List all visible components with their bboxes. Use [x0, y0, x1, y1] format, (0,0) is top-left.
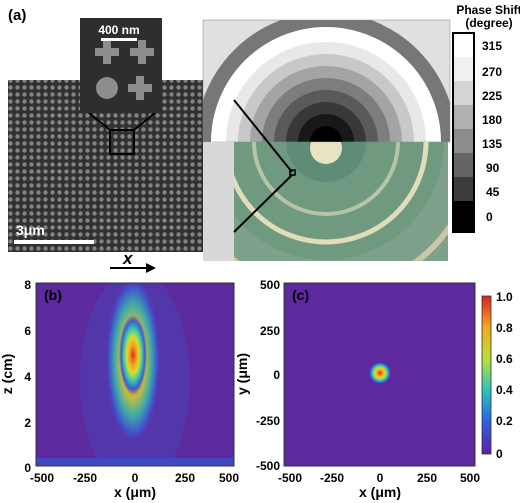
c-ytick-250: 250	[260, 324, 280, 338]
cbar-tick-04: 0.4	[496, 383, 513, 397]
inset-scale-label: 400 nm	[98, 23, 139, 37]
b-ytick-8: 8	[24, 278, 31, 292]
c-ytick-m500: -500	[256, 459, 280, 473]
intensity-colorbar	[481, 295, 492, 455]
c-xtick-500: 500	[460, 471, 480, 485]
cbar-tick-1: 1.0	[496, 290, 513, 304]
b-xtick-m250: -250	[73, 471, 97, 485]
c-xtick-m500: -500	[278, 471, 302, 485]
cbar-tick-06: 0.6	[496, 352, 513, 366]
phase-colorbar-title-2: (degree)	[465, 16, 512, 30]
panel-c: (c) 500 250 0 -250 -500 -500 -250 0 250 …	[234, 278, 513, 500]
phase-map	[203, 20, 450, 142]
panel-a-label: (a)	[8, 7, 26, 24]
panel-b: (b) 0 2 4 6 8 -500 -250 0 250 500 x (μm)…	[0, 278, 239, 500]
phase-colorbar-title-1: Phase Shift	[456, 3, 520, 17]
phase-tick-90: 90	[486, 161, 500, 175]
simulated-phase-map	[234, 142, 448, 261]
phase-tick-315: 315	[482, 39, 502, 53]
c-xtick-0: 0	[377, 471, 384, 485]
c-xtick-m250: -250	[320, 471, 344, 485]
b-ytick-0: 0	[24, 461, 31, 475]
phase-tick-0: 0	[486, 210, 493, 224]
main-scale-label: 3μm	[16, 222, 45, 238]
panel-b-label: (b)	[44, 287, 62, 303]
c-ytick-500: 500	[260, 278, 280, 292]
b-xtick-m500: -500	[30, 471, 54, 485]
b-ytick-6: 6	[24, 324, 31, 338]
focal-spot	[369, 362, 391, 384]
b-xlabel: x (μm)	[114, 484, 156, 500]
phase-tick-135: 135	[482, 137, 502, 151]
phase-tick-270: 270	[482, 65, 502, 79]
cbar-tick-0: 0	[496, 447, 503, 461]
c-xtick-250: 250	[417, 471, 437, 485]
cbar-tick-02: 0.2	[496, 414, 513, 428]
b-ylabel: z (cm)	[0, 354, 15, 394]
c-ytick-0: 0	[273, 368, 280, 382]
inset-scale-bar	[101, 38, 137, 41]
main-scale-bar	[14, 240, 94, 244]
panel-a: 400 nm 3μm (a)	[8, 3, 520, 273]
c-ylabel: y (μm)	[234, 353, 250, 395]
b-xtick-500: 500	[219, 471, 239, 485]
cbar-tick-08: 0.8	[496, 321, 513, 335]
b-xtick-250: 250	[175, 471, 195, 485]
phase-tick-180: 180	[482, 113, 502, 127]
phase-colorbar	[452, 32, 475, 233]
phase-tick-225: 225	[482, 89, 502, 103]
panel-c-label: (c)	[292, 287, 309, 303]
unit-cell-crosses	[95, 40, 154, 100]
b-xtick-0: 0	[132, 471, 139, 485]
c-xlabel: x (μm)	[359, 484, 401, 500]
sem-inset	[80, 18, 162, 113]
b-ytick-2: 2	[24, 416, 31, 430]
zoom-box	[109, 129, 135, 155]
c-ytick-m250: -250	[256, 414, 280, 428]
phase-tick-45: 45	[486, 185, 500, 199]
x-axis-symbol: x	[122, 249, 134, 268]
b-ytick-4: 4	[24, 370, 31, 384]
